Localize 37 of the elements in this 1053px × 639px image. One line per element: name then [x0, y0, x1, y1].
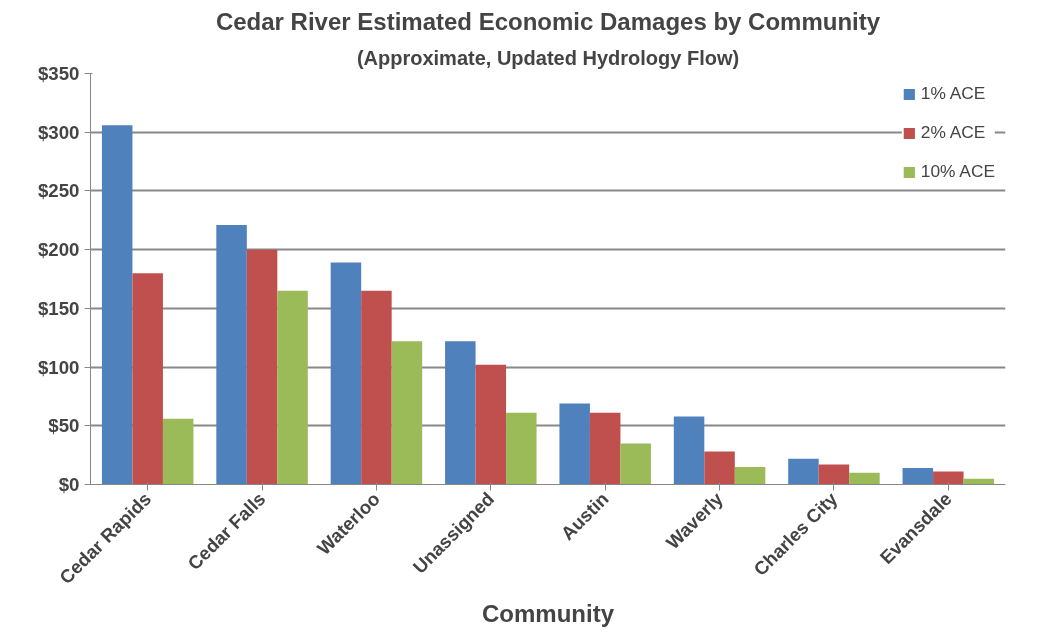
x-axis-title: Community	[482, 600, 615, 628]
y-tick-label: $150	[38, 297, 80, 319]
bar	[506, 412, 537, 485]
bar	[933, 471, 964, 485]
bar	[673, 416, 705, 485]
legend-label: 1% ACE	[920, 83, 986, 104]
bar	[475, 364, 507, 485]
bar	[704, 451, 735, 485]
bar	[391, 341, 423, 485]
y-tick-label: $250	[38, 180, 80, 202]
bar	[132, 273, 163, 485]
bar	[361, 290, 392, 485]
bar	[818, 464, 850, 485]
y-tick-label: $100	[38, 356, 80, 378]
y-tick-label: $350	[38, 63, 80, 84]
bar	[849, 472, 880, 485]
legend-label: 10% ACE	[920, 161, 995, 182]
bar	[559, 403, 590, 485]
y-tick-label: $200	[38, 239, 80, 261]
bar	[788, 458, 819, 485]
bar	[620, 443, 651, 485]
bar	[216, 224, 247, 485]
bar	[589, 412, 621, 485]
bar	[902, 468, 934, 485]
bar	[101, 125, 133, 485]
y-tick-label: $300	[38, 121, 80, 143]
bar	[734, 466, 766, 485]
legend-label: 2% ACE	[920, 122, 986, 143]
bar	[330, 262, 362, 485]
bar	[162, 418, 194, 485]
bar	[445, 341, 476, 485]
y-tick-label: $0	[58, 474, 80, 495]
bar	[277, 290, 308, 485]
chart-subtitle: (Approximate, Updated Hydrology Flow)	[356, 46, 740, 69]
chart-title: Cedar River Estimated Economic Damages by Community	[215, 7, 881, 35]
y-tick-label: $50	[48, 415, 80, 437]
bar	[246, 249, 278, 485]
